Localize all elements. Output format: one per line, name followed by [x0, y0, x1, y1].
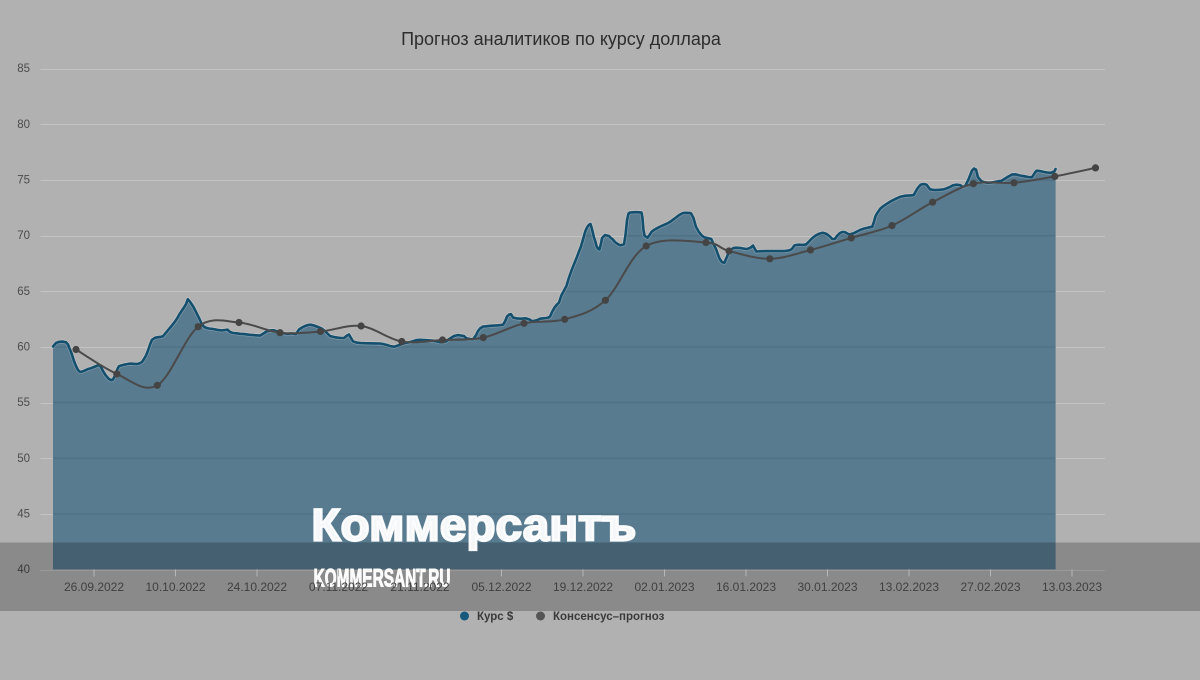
svg-text:10.10.2022: 10.10.2022	[145, 580, 205, 594]
svg-text:13.02.2023: 13.02.2023	[879, 580, 939, 594]
svg-text:45: 45	[17, 509, 30, 521]
svg-text:16.01.2023: 16.01.2023	[716, 580, 776, 594]
svg-text:07.11.2022: 07.11.2022	[309, 580, 368, 594]
svg-text:70: 70	[17, 230, 30, 242]
svg-text:KOMMERSANT.RU: KOMMERSANT.RU	[314, 565, 451, 593]
svg-text:65: 65	[17, 286, 30, 298]
svg-text:Коммерсантъ: Коммерсантъ	[311, 500, 636, 551]
svg-text:Прогноз аналитиков по курсу до: Прогноз аналитиков по курсу доллара	[401, 29, 722, 49]
svg-text:Консенсус–прогноз: Консенсус–прогноз	[553, 611, 665, 623]
svg-text:19.12.2022: 19.12.2022	[553, 580, 613, 594]
svg-text:30.01.2023: 30.01.2023	[797, 580, 857, 594]
svg-text:50: 50	[17, 453, 30, 465]
svg-text:60: 60	[17, 342, 30, 354]
svg-text:40: 40	[17, 564, 30, 576]
svg-text:27.02.2023: 27.02.2023	[960, 580, 1020, 594]
svg-text:05.12.2022: 05.12.2022	[471, 580, 531, 594]
svg-text:26.09.2022: 26.09.2022	[64, 580, 124, 594]
svg-text:Курс $: Курс $	[477, 611, 514, 623]
svg-text:55: 55	[17, 397, 30, 409]
svg-text:75: 75	[17, 175, 30, 187]
svg-text:02.01.2023: 02.01.2023	[634, 580, 694, 594]
svg-text:24.10.2022: 24.10.2022	[227, 580, 287, 594]
svg-text:85: 85	[17, 63, 30, 75]
svg-text:21.11.2022: 21.11.2022	[390, 580, 449, 594]
svg-text:80: 80	[17, 119, 30, 131]
svg-text:13.03.2023: 13.03.2023	[1042, 580, 1102, 594]
